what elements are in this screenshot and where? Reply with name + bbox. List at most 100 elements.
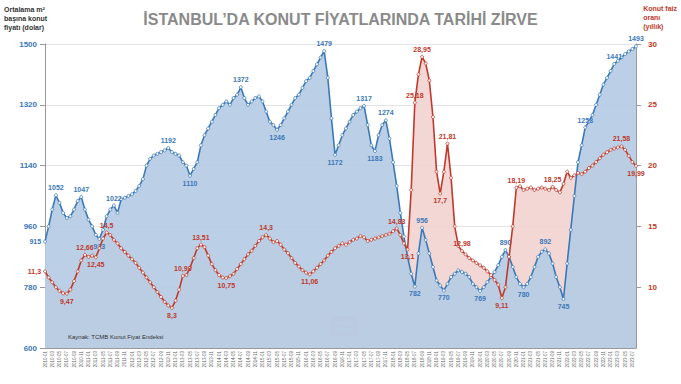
svg-text:14,83: 14,83 <box>388 218 406 226</box>
svg-text:1500: 1500 <box>19 40 37 49</box>
svg-text:2014-07: 2014-07 <box>238 351 243 368</box>
svg-text:1253: 1253 <box>577 117 593 124</box>
svg-text:745: 745 <box>558 303 570 310</box>
svg-text:1493: 1493 <box>628 35 644 42</box>
svg-text:2022-05: 2022-05 <box>579 351 584 368</box>
svg-text:2017-03: 2017-03 <box>354 351 359 368</box>
svg-text:2018-01: 2018-01 <box>391 351 396 368</box>
svg-text:2010-11: 2010-11 <box>79 351 84 368</box>
svg-text:2023-01: 2023-01 <box>608 351 613 368</box>
svg-text:2017-05: 2017-05 <box>362 351 367 368</box>
svg-text:2020-03: 2020-03 <box>485 351 490 368</box>
svg-text:2023-05: 2023-05 <box>623 351 628 368</box>
svg-text:25: 25 <box>648 100 657 109</box>
svg-text:2016-09: 2016-09 <box>333 351 338 368</box>
svg-text:2012-07: 2012-07 <box>151 351 156 368</box>
svg-text:2014-03: 2014-03 <box>224 351 229 368</box>
svg-text:2018-07: 2018-07 <box>412 351 417 368</box>
svg-text:2021-09: 2021-09 <box>550 351 555 368</box>
svg-text:2017-11: 2017-11 <box>383 351 388 368</box>
svg-text:2021-03: 2021-03 <box>528 351 533 368</box>
svg-text:2019-09: 2019-09 <box>463 351 468 368</box>
svg-text:2015-01: 2015-01 <box>260 351 265 368</box>
svg-text:2021-11: 2021-11 <box>557 351 562 368</box>
svg-text:2013-01: 2013-01 <box>173 351 178 368</box>
svg-text:2017-01: 2017-01 <box>347 351 352 368</box>
svg-text:11,06: 11,06 <box>301 278 318 286</box>
svg-text:19,99: 19,99 <box>627 170 645 178</box>
svg-text:2013-05: 2013-05 <box>188 351 193 368</box>
svg-text:782: 782 <box>409 290 421 297</box>
svg-text:14,3: 14,3 <box>259 224 273 232</box>
svg-text:960: 960 <box>24 222 38 231</box>
svg-text:15: 15 <box>648 222 657 231</box>
svg-text:2012-05: 2012-05 <box>144 351 149 368</box>
svg-text:18,25: 18,25 <box>544 176 562 184</box>
svg-text:28,95: 28,95 <box>413 46 431 54</box>
svg-text:9,11: 9,11 <box>495 302 508 310</box>
svg-text:600: 600 <box>24 344 38 353</box>
svg-text:2011-11: 2011-11 <box>122 351 127 367</box>
svg-text:2015-09: 2015-09 <box>289 351 294 368</box>
svg-text:1441: 1441 <box>606 53 622 60</box>
svg-text:2010-07: 2010-07 <box>64 351 69 368</box>
svg-text:1192: 1192 <box>161 137 176 144</box>
svg-text:2011-01: 2011-01 <box>86 351 91 368</box>
svg-text:2021-05: 2021-05 <box>536 351 541 368</box>
svg-text:14,5: 14,5 <box>100 222 114 230</box>
svg-text:2010-09: 2010-09 <box>72 351 77 368</box>
svg-text:13,1: 13,1 <box>401 253 415 261</box>
svg-text:2011-03: 2011-03 <box>93 351 98 368</box>
svg-text:2023-03: 2023-03 <box>615 351 620 368</box>
svg-text:2015-03: 2015-03 <box>267 351 272 368</box>
svg-text:2010-03: 2010-03 <box>50 351 55 368</box>
svg-text:769: 769 <box>474 295 486 302</box>
svg-text:1320: 1320 <box>19 100 37 109</box>
svg-text:2022-11: 2022-11 <box>601 351 606 368</box>
svg-text:başına konut: başına konut <box>4 15 48 23</box>
svg-text:2016-03: 2016-03 <box>311 351 316 368</box>
svg-text:2013-03: 2013-03 <box>180 351 185 368</box>
svg-text:2013-07: 2013-07 <box>195 351 200 368</box>
svg-text:11,3: 11,3 <box>28 268 41 276</box>
svg-text:2018-05: 2018-05 <box>405 351 410 368</box>
svg-text:18,19: 18,19 <box>508 177 526 185</box>
svg-text:2018-03: 2018-03 <box>398 351 403 368</box>
svg-text:1372: 1372 <box>233 76 249 83</box>
svg-text:892: 892 <box>540 238 552 245</box>
svg-text:fiyatı (dolar): fiyatı (dolar) <box>4 24 44 32</box>
svg-text:2019-03: 2019-03 <box>441 351 446 368</box>
svg-text:10: 10 <box>648 283 657 292</box>
svg-text:oranı: oranı <box>643 14 660 21</box>
svg-text:12,66: 12,66 <box>76 244 94 252</box>
svg-text:İSTANBUL’DA KONUT FİYATLARINDA: İSTANBUL’DA KONUT FİYATLARINDA TARİHİ Zİ… <box>143 11 538 28</box>
svg-text:30: 30 <box>648 40 657 49</box>
svg-text:9,47: 9,47 <box>60 298 74 306</box>
svg-text:2018-11: 2018-11 <box>427 351 432 368</box>
svg-text:2021-01: 2021-01 <box>521 351 526 368</box>
svg-text:2022-09: 2022-09 <box>594 351 599 368</box>
svg-text:2016-07: 2016-07 <box>325 351 330 368</box>
svg-text:(yıllık): (yıllık) <box>643 23 663 31</box>
svg-text:2019-01: 2019-01 <box>434 351 439 368</box>
svg-text:Konut faiz: Konut faiz <box>643 5 677 12</box>
svg-text:2014-01: 2014-01 <box>217 351 222 368</box>
svg-text:2019-05: 2019-05 <box>449 351 454 368</box>
svg-text:2022-03: 2022-03 <box>572 351 577 368</box>
svg-text:1140: 1140 <box>20 161 38 170</box>
svg-text:2019-11: 2019-11 <box>470 351 475 368</box>
svg-text:2022-01: 2022-01 <box>565 351 570 368</box>
svg-text:21,58: 21,58 <box>613 135 631 143</box>
svg-text:2020-01: 2020-01 <box>478 351 483 368</box>
svg-text:2010-05: 2010-05 <box>57 351 62 368</box>
svg-text:1246: 1246 <box>269 134 285 141</box>
svg-text:12,45: 12,45 <box>87 261 105 269</box>
svg-text:2012-01: 2012-01 <box>130 351 135 368</box>
svg-text:1110: 1110 <box>183 180 198 187</box>
svg-text:20: 20 <box>648 161 657 170</box>
svg-text:2015-07: 2015-07 <box>282 351 287 368</box>
svg-text:17,7: 17,7 <box>433 197 447 205</box>
svg-text:2014-09: 2014-09 <box>246 351 251 368</box>
svg-text:1052: 1052 <box>48 184 64 191</box>
svg-text:2016-05: 2016-05 <box>318 351 323 368</box>
